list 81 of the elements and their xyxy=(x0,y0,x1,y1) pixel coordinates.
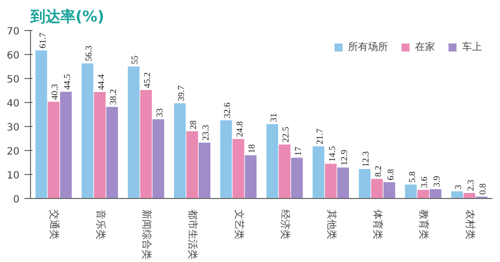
data-label: 18 xyxy=(246,144,257,154)
data-label: 5.8 xyxy=(406,170,417,183)
data-label: 56.3 xyxy=(83,45,94,62)
data-label: 45.2 xyxy=(142,72,152,88)
bar xyxy=(220,120,232,198)
data-label: 17 xyxy=(292,146,303,156)
data-label: 0.8 xyxy=(478,182,488,195)
bar xyxy=(358,168,371,198)
legend-label: 在家 xyxy=(415,40,435,54)
x-tick-label: 经济类 xyxy=(279,210,292,240)
bar xyxy=(337,168,349,198)
bar xyxy=(152,119,164,198)
y-tick-label: 70 xyxy=(6,26,20,38)
data-label: 61.7 xyxy=(37,32,48,48)
bar xyxy=(405,184,417,198)
x-tick-label: 音乐类 xyxy=(94,210,106,240)
bar xyxy=(94,92,106,198)
data-label: 55 xyxy=(130,55,140,64)
data-label: 28 xyxy=(188,120,198,130)
bar xyxy=(371,178,383,198)
y-tick-label: 0 xyxy=(13,194,20,206)
bar xyxy=(417,190,430,198)
chart-title: 到达率(%) xyxy=(30,8,104,26)
bar xyxy=(430,189,442,198)
data-label: 32.6 xyxy=(222,102,232,118)
data-label: 23.3 xyxy=(200,124,211,141)
data-label: 3.6 xyxy=(419,176,430,188)
x-tick-label: 体育类 xyxy=(372,210,384,240)
x-tick-label: 教育类 xyxy=(418,210,430,240)
data-label: 33 xyxy=(154,108,164,118)
bar xyxy=(198,142,210,198)
data-label: 6.8 xyxy=(385,168,396,180)
bar xyxy=(266,124,278,198)
bar xyxy=(464,192,476,198)
y-tick-label: 10 xyxy=(6,170,20,182)
bar xyxy=(278,144,290,198)
y-tick-label: 50 xyxy=(6,74,20,86)
data-label: 31 xyxy=(268,113,278,122)
y-tick-label: 30 xyxy=(6,122,20,134)
bar xyxy=(291,158,303,198)
bar xyxy=(35,50,48,198)
bar xyxy=(174,103,186,198)
y-tick-label: 20 xyxy=(6,146,20,158)
x-tick-label: 农村类 xyxy=(464,210,476,240)
bar xyxy=(383,182,396,198)
data-label: 22.5 xyxy=(280,126,291,142)
bar xyxy=(232,138,244,198)
bar xyxy=(60,92,72,198)
bar xyxy=(106,106,118,198)
data-label: 44.4 xyxy=(96,74,106,90)
data-label: 8.2 xyxy=(373,166,383,177)
bar xyxy=(451,191,463,198)
data-label: 2.3 xyxy=(465,179,476,191)
data-label: 44.5 xyxy=(62,73,72,90)
bar xyxy=(128,66,140,198)
data-label: 39.7 xyxy=(176,84,186,102)
data-label: 12.9 xyxy=(339,149,350,166)
bar xyxy=(48,102,60,198)
bar xyxy=(244,155,257,198)
bar xyxy=(324,164,337,198)
x-tick-label: 都市生活类 xyxy=(186,210,199,260)
data-label: 21.7 xyxy=(314,128,324,144)
data-label: 3 xyxy=(453,184,464,190)
y-tick-label: 40 xyxy=(6,98,20,110)
x-tick-label: 文艺类 xyxy=(232,210,245,240)
bar xyxy=(186,131,198,198)
x-tick-label: 新闻综合类 xyxy=(140,210,152,260)
bar xyxy=(312,146,324,198)
data-label: 12.3 xyxy=(360,150,371,167)
data-label: 40.3 xyxy=(50,84,60,100)
bar xyxy=(140,90,152,198)
legend-label: 车上 xyxy=(462,40,482,54)
bar xyxy=(82,63,94,198)
data-label: 14.5 xyxy=(326,145,337,162)
data-label: 38.2 xyxy=(108,89,118,105)
x-tick-label: 其他类 xyxy=(325,210,338,240)
legend-label: 所有场所 xyxy=(348,40,388,54)
data-label: 3.9 xyxy=(432,175,442,188)
y-tick-label: 60 xyxy=(6,50,20,62)
data-label: 24.8 xyxy=(234,120,244,137)
x-tick-label: 交通类 xyxy=(48,210,60,240)
